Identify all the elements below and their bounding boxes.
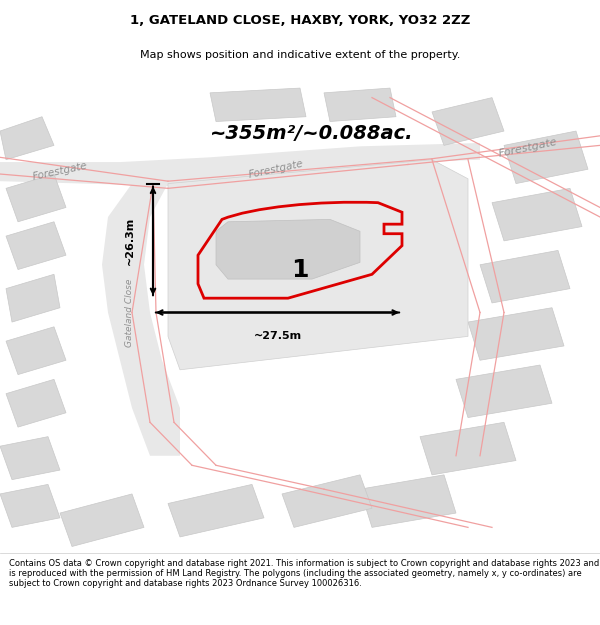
Polygon shape	[456, 365, 552, 418]
Text: ~26.3m: ~26.3m	[125, 217, 135, 265]
Polygon shape	[504, 131, 588, 184]
Text: Forestgate: Forestgate	[497, 137, 559, 159]
Polygon shape	[60, 494, 144, 546]
Text: Gateland Close: Gateland Close	[125, 278, 133, 347]
Polygon shape	[6, 174, 66, 222]
Polygon shape	[420, 422, 516, 475]
Polygon shape	[360, 475, 456, 528]
Polygon shape	[282, 475, 372, 528]
Text: Map shows position and indicative extent of the property.: Map shows position and indicative extent…	[140, 50, 460, 60]
Polygon shape	[0, 143, 480, 186]
Polygon shape	[432, 98, 504, 146]
Polygon shape	[6, 379, 66, 427]
Text: ~355m²/~0.088ac.: ~355m²/~0.088ac.	[210, 124, 414, 143]
Polygon shape	[216, 219, 360, 279]
Polygon shape	[6, 274, 60, 322]
Text: 1, GATELAND CLOSE, HAXBY, YORK, YO32 2ZZ: 1, GATELAND CLOSE, HAXBY, YORK, YO32 2ZZ	[130, 14, 470, 27]
Polygon shape	[0, 117, 54, 160]
Polygon shape	[6, 222, 66, 269]
Polygon shape	[168, 484, 264, 537]
Polygon shape	[6, 327, 66, 374]
Polygon shape	[0, 437, 60, 479]
Text: 1: 1	[291, 258, 309, 281]
Polygon shape	[102, 184, 180, 456]
Text: ~27.5m: ~27.5m	[253, 331, 302, 341]
Text: Contains OS data © Crown copyright and database right 2021. This information is : Contains OS data © Crown copyright and d…	[9, 559, 599, 588]
Polygon shape	[324, 88, 396, 121]
Text: Forestgate: Forestgate	[248, 159, 304, 180]
Polygon shape	[480, 251, 570, 303]
Polygon shape	[492, 188, 582, 241]
Polygon shape	[468, 308, 564, 360]
Polygon shape	[0, 484, 60, 528]
Polygon shape	[210, 88, 306, 121]
Text: Forestgate: Forestgate	[32, 161, 88, 182]
Polygon shape	[168, 160, 468, 370]
